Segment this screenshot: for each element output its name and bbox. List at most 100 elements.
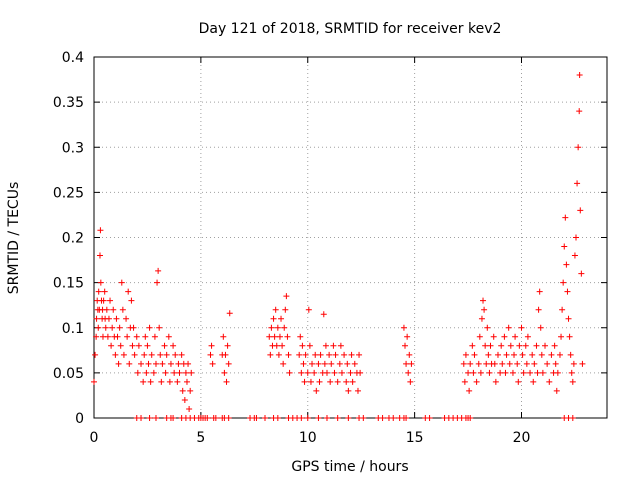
data-point (535, 306, 542, 313)
data-point (552, 360, 559, 367)
data-point (519, 351, 526, 358)
data-point (467, 360, 474, 367)
data-point (471, 351, 478, 358)
data-point (516, 342, 523, 349)
data-point (302, 351, 309, 358)
data-point (498, 342, 505, 349)
data-point (390, 415, 397, 421)
data-point (470, 369, 477, 376)
data-point (123, 315, 130, 322)
data-point (322, 342, 329, 349)
data-point (462, 351, 469, 358)
data-point (311, 369, 318, 376)
data-point (138, 360, 145, 367)
x-tick-label: 15 (406, 430, 424, 446)
data-point (531, 360, 538, 367)
data-point (506, 360, 513, 367)
data-point (280, 360, 287, 367)
data-point (556, 351, 563, 358)
data-point (271, 333, 278, 340)
data-point (129, 342, 136, 349)
data-point (92, 351, 99, 358)
data-point (188, 369, 195, 376)
data-point (178, 351, 185, 358)
data-point (354, 387, 361, 394)
data-point (154, 279, 161, 286)
y-axis-label: SRMTID / TECUs (6, 182, 22, 295)
data-point (97, 227, 104, 234)
data-point (172, 351, 179, 358)
data-point (575, 144, 582, 151)
data-point (163, 351, 170, 358)
data-point (505, 324, 512, 331)
data-point (357, 369, 364, 376)
data-point (307, 378, 314, 385)
data-point (304, 369, 311, 376)
data-point (544, 360, 551, 367)
data-point (403, 360, 410, 367)
data-point (477, 369, 484, 376)
data-point (338, 369, 345, 376)
data-point (579, 360, 586, 367)
x-tick-label: 0 (90, 430, 99, 446)
data-point (117, 342, 124, 349)
data-point (465, 369, 472, 376)
data-point (171, 369, 178, 376)
data-point (537, 324, 544, 331)
data-point (315, 415, 322, 421)
data-point (108, 342, 115, 349)
data-point (162, 369, 169, 376)
data-point (298, 415, 305, 421)
data-point (345, 415, 352, 421)
data-point (538, 351, 545, 358)
data-point (220, 333, 227, 340)
data-point (577, 207, 584, 214)
y-tick-label: 0.25 (53, 185, 84, 201)
data-point (524, 333, 531, 340)
data-point (312, 351, 319, 358)
data-point (490, 333, 497, 340)
data-point (283, 293, 290, 300)
data-point (480, 297, 487, 304)
chart-title: Day 121 of 2018, SRMTID for receiver kev… (199, 21, 502, 37)
data-point (336, 360, 343, 367)
data-point (321, 360, 328, 367)
data-point (204, 415, 211, 421)
data-point (170, 415, 177, 421)
data-point (93, 333, 100, 340)
data-point (95, 324, 102, 331)
data-point (576, 108, 583, 115)
data-point (300, 360, 307, 367)
data-point (539, 369, 546, 376)
data-point (478, 315, 485, 322)
data-point (297, 333, 304, 340)
data-point (484, 324, 491, 331)
data-point (105, 315, 112, 322)
data-point (316, 378, 323, 385)
data-point (222, 351, 229, 358)
data-point (330, 342, 337, 349)
data-point (334, 378, 341, 385)
data-point (115, 360, 122, 367)
data-point (578, 270, 585, 277)
data-point (569, 378, 576, 385)
y-tick-label: 0.05 (53, 366, 84, 382)
data-point (146, 324, 153, 331)
x-tick-label: 10 (299, 430, 317, 446)
data-point (296, 351, 303, 358)
data-point (460, 360, 467, 367)
data-point (159, 360, 166, 367)
data-point (404, 333, 411, 340)
data-point (187, 387, 194, 394)
data-point (120, 351, 127, 358)
data-point (530, 378, 537, 385)
data-point (402, 342, 409, 349)
data-point (182, 369, 189, 376)
data-point (503, 351, 510, 358)
data-point (360, 415, 367, 421)
data-point (536, 288, 543, 295)
data-point (221, 369, 228, 376)
data-point (494, 351, 501, 358)
data-point (313, 387, 320, 394)
